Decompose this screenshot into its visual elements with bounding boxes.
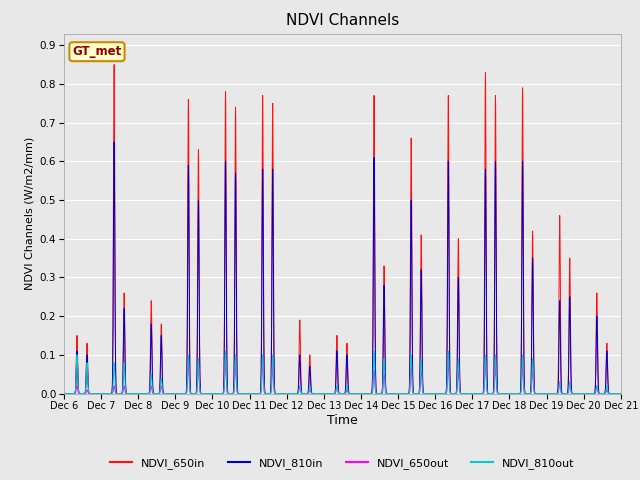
NDVI_810out	[157, 383, 164, 388]
NDVI_810in	[157, 350, 164, 356]
NDVI_650out	[617, 391, 625, 396]
NDVI_810in	[606, 391, 614, 396]
NDVI_650in	[124, 391, 132, 396]
NDVI_810out	[606, 391, 614, 396]
NDVI_650in	[546, 391, 554, 396]
NDVI_650in	[274, 391, 282, 396]
Line: NDVI_810out: NDVI_810out	[64, 351, 621, 394]
NDVI_650in	[157, 341, 164, 347]
Line: NDVI_650in: NDVI_650in	[64, 65, 621, 394]
Y-axis label: NDVI Channels (W/m2/mm): NDVI Channels (W/m2/mm)	[24, 137, 35, 290]
NDVI_810in	[124, 391, 132, 396]
NDVI_810out	[546, 391, 554, 396]
NDVI_810out	[298, 391, 306, 396]
NDVI_650in	[60, 391, 68, 396]
NDVI_650out	[606, 391, 614, 396]
X-axis label: Time: Time	[327, 414, 358, 427]
NDVI_810out	[60, 391, 68, 396]
Legend: NDVI_650in, NDVI_810in, NDVI_650out, NDVI_810out: NDVI_650in, NDVI_810in, NDVI_650out, NDV…	[106, 453, 579, 473]
NDVI_810out	[221, 348, 229, 354]
NDVI_650in	[298, 390, 306, 396]
NDVI_810out	[274, 391, 282, 396]
NDVI_810in	[617, 391, 625, 396]
NDVI_810in	[546, 391, 554, 396]
NDVI_650in	[617, 391, 625, 396]
NDVI_810in	[60, 391, 68, 396]
NDVI_650out	[60, 391, 68, 396]
NDVI_810in	[298, 390, 306, 396]
NDVI_650out	[274, 391, 282, 396]
NDVI_650in	[110, 62, 118, 68]
NDVI_650out	[124, 391, 131, 396]
NDVI_650out	[298, 391, 306, 396]
NDVI_650in	[606, 391, 614, 396]
NDVI_810out	[617, 391, 625, 396]
Title: NDVI Channels: NDVI Channels	[286, 13, 399, 28]
NDVI_810out	[124, 391, 131, 396]
Line: NDVI_650out: NDVI_650out	[64, 362, 621, 394]
Text: GT_met: GT_met	[72, 45, 122, 58]
NDVI_650out	[546, 391, 554, 396]
NDVI_650out	[157, 386, 164, 392]
NDVI_650out	[184, 360, 192, 365]
NDVI_810in	[274, 391, 282, 396]
Line: NDVI_810in: NDVI_810in	[64, 142, 621, 394]
NDVI_810in	[110, 139, 118, 145]
